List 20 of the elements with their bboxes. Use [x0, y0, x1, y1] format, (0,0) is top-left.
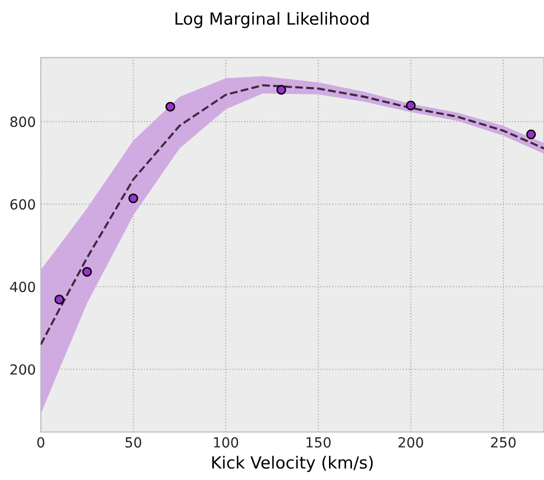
x-tick-label: 250	[491, 437, 516, 448]
point	[82, 266, 92, 277]
line-series	[40, 84, 544, 346]
x-tick-label: 0	[37, 437, 44, 448]
x-axis-title: Kick Velocity (km/s)	[212, 456, 373, 472]
y-tick-label: 200	[10, 364, 36, 375]
y-tick-label: 800	[10, 116, 36, 128]
point	[165, 102, 176, 112]
point	[406, 100, 416, 110]
point	[128, 194, 138, 204]
chart-title: Log Marginal Likelihood	[176, 12, 369, 28]
x-tick-label: 100	[214, 437, 238, 448]
point	[526, 130, 536, 140]
x-tick-label: 200	[398, 437, 424, 448]
point	[54, 294, 64, 304]
point	[276, 84, 286, 95]
x-tick-label: 150	[306, 437, 331, 448]
x-tick-label: 50	[126, 437, 142, 448]
y-tick-label: 400	[10, 282, 36, 292]
y-tick-label: 600	[10, 199, 36, 210]
